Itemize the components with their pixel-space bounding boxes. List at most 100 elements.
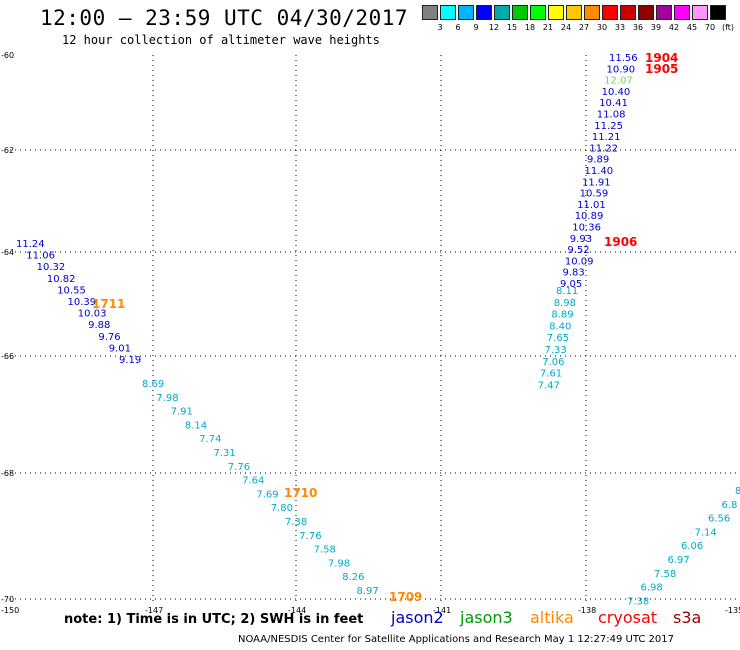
wave-height-label: 7.98 (156, 393, 178, 404)
pass-label-altika: 1711 (92, 297, 125, 311)
wave-height-label: 10.82 (47, 274, 76, 285)
lon-label: -135 (725, 606, 740, 615)
latitude-labels: -60 -62 -64 -66 -68 -70 (1, 51, 14, 604)
wave-height-label: 6.06 (681, 541, 703, 552)
wave-height-label: 10.89 (575, 211, 604, 222)
legend-swatch (674, 5, 690, 20)
map-title: 12:00 – 23:59 UTC 04/30/2017 (40, 6, 409, 30)
lat-label: -66 (1, 352, 14, 361)
wave-height-label: 10.36 (572, 223, 601, 234)
wave-height-label: 9.93 (570, 234, 592, 245)
credit-line: NOAA/NESDIS Center for Satellite Applica… (238, 634, 674, 645)
legend-label: 39 (650, 23, 662, 32)
wave-height-label: 7.14 (695, 527, 717, 538)
wave-height-label: 7.47 (538, 380, 560, 391)
legend-jason2: jason2 (391, 608, 444, 627)
wave-height-label: 7.58 (314, 545, 336, 556)
wave-height-label: 7.64 (242, 476, 264, 487)
legend-swatch (710, 5, 726, 20)
legend-swatch (620, 5, 636, 20)
pass-label-cryosat: 1904 (645, 51, 678, 65)
legend-swatch (602, 5, 618, 20)
wave-height-label: 9.05 (560, 279, 582, 290)
lon-label: -144 (288, 606, 306, 615)
wave-height-label: 8.69 (142, 379, 164, 390)
legend-label: 3 (437, 23, 443, 32)
wave-height-label: 7.74 (199, 434, 221, 445)
wave-height-label: 6.56 (708, 514, 730, 525)
legend-swatch (548, 5, 564, 20)
map-subtitle: 12 hour collection of altimeter wave hei… (62, 33, 380, 47)
pass-label-altika: 1709 (389, 590, 422, 604)
legend-swatch (422, 5, 438, 20)
legend-label: 12 (488, 23, 500, 32)
legend-altika: altika (530, 608, 574, 627)
wave-height-label: 9.76 (98, 332, 120, 343)
wave-height-label: 8.14 (185, 420, 207, 431)
legend-label: 18 (524, 23, 536, 32)
footer-note: note: 1) Time is in UTC; 2) SWH is in fe… (64, 612, 364, 627)
pass-labels: 1711 1710 1709 1904 1905 1906 (92, 51, 678, 604)
wave-height-label: 7.98 (328, 558, 350, 569)
legend-swatch (512, 5, 528, 20)
legend-swatch (692, 5, 708, 20)
wave-height-label: 7.80 (271, 503, 293, 514)
legend-label: 36 (632, 23, 644, 32)
wave-height-label: 6.8 (722, 500, 738, 511)
wave-height-tracks: 11.2411.0610.3210.8210.5510.3910.039.889… (16, 53, 740, 607)
wave-height-label: 10.41 (599, 98, 628, 109)
wave-height-label: 10.55 (57, 285, 86, 296)
legend-swatch (440, 5, 456, 20)
wave-height-label: 11.01 (577, 200, 606, 211)
legend-label: 27 (578, 23, 590, 32)
wave-height-label: 11.91 (582, 177, 611, 188)
legend-swatch (656, 5, 672, 20)
legend-label: 9 (473, 23, 479, 32)
pass-label-cryosat: 1906 (604, 235, 637, 249)
legend-label: 21 (542, 23, 554, 32)
legend-label: (ft) (721, 23, 735, 32)
wave-height-label: 12.07 (604, 76, 633, 87)
wave-height-label: 7.31 (214, 448, 236, 459)
grid-lines (10, 55, 740, 605)
legend-swatch (584, 5, 600, 20)
lat-label: -60 (1, 51, 14, 60)
lat-label: -62 (1, 146, 14, 155)
pass-label-altika: 1710 (284, 486, 317, 500)
wave-height-label: 11.40 (585, 166, 614, 177)
longitude-labels: -150 -147 -144 -141 -138 -135 (1, 606, 740, 615)
wave-height-label: 6.97 (668, 555, 690, 566)
lon-label: -138 (578, 606, 596, 615)
legend-label: 6 (455, 23, 461, 32)
wave-height-label: 7.38 (285, 517, 307, 528)
legend-label: 45 (686, 23, 698, 32)
wave-height-label: 11.56 (609, 53, 638, 64)
wave-height-label: 11.22 (589, 143, 618, 154)
legend-label: 70 (704, 23, 716, 32)
wave-height-label: 10.40 (602, 87, 631, 98)
wave-height-label: 10.03 (78, 309, 107, 320)
wave-height-label: 7.65 (547, 333, 569, 344)
wave-height-label: 9.19 (119, 355, 141, 366)
wave-height-label: 7.91 (171, 407, 193, 418)
lat-label: -70 (1, 595, 14, 604)
lat-label: -68 (1, 469, 14, 478)
legend-swatch (476, 5, 492, 20)
wave-height-label: 11.24 (16, 239, 45, 250)
pass-label-cryosat: 1905 (645, 62, 678, 76)
wave-height-label: 7.76 (228, 462, 250, 473)
wave-height-label: 8.97 (357, 586, 379, 597)
lat-label: -64 (1, 248, 14, 257)
wave-height-label: 11.25 (594, 121, 623, 132)
wave-height-label: 8.40 (549, 321, 571, 332)
wave-height-label: 11.08 (597, 110, 626, 121)
legend-s3a: s3a (673, 608, 702, 627)
wave-height-label: 9.89 (587, 155, 609, 166)
legend-label: 33 (614, 23, 626, 32)
wave-height-label: 10.90 (607, 64, 636, 75)
legend-swatch (566, 5, 582, 20)
wave-height-label: 9.52 (567, 245, 589, 256)
wave-height-label: 6.98 (641, 583, 663, 594)
wave-height-label: 11.21 (592, 132, 621, 143)
wave-height-label: 7.33 (545, 345, 567, 356)
